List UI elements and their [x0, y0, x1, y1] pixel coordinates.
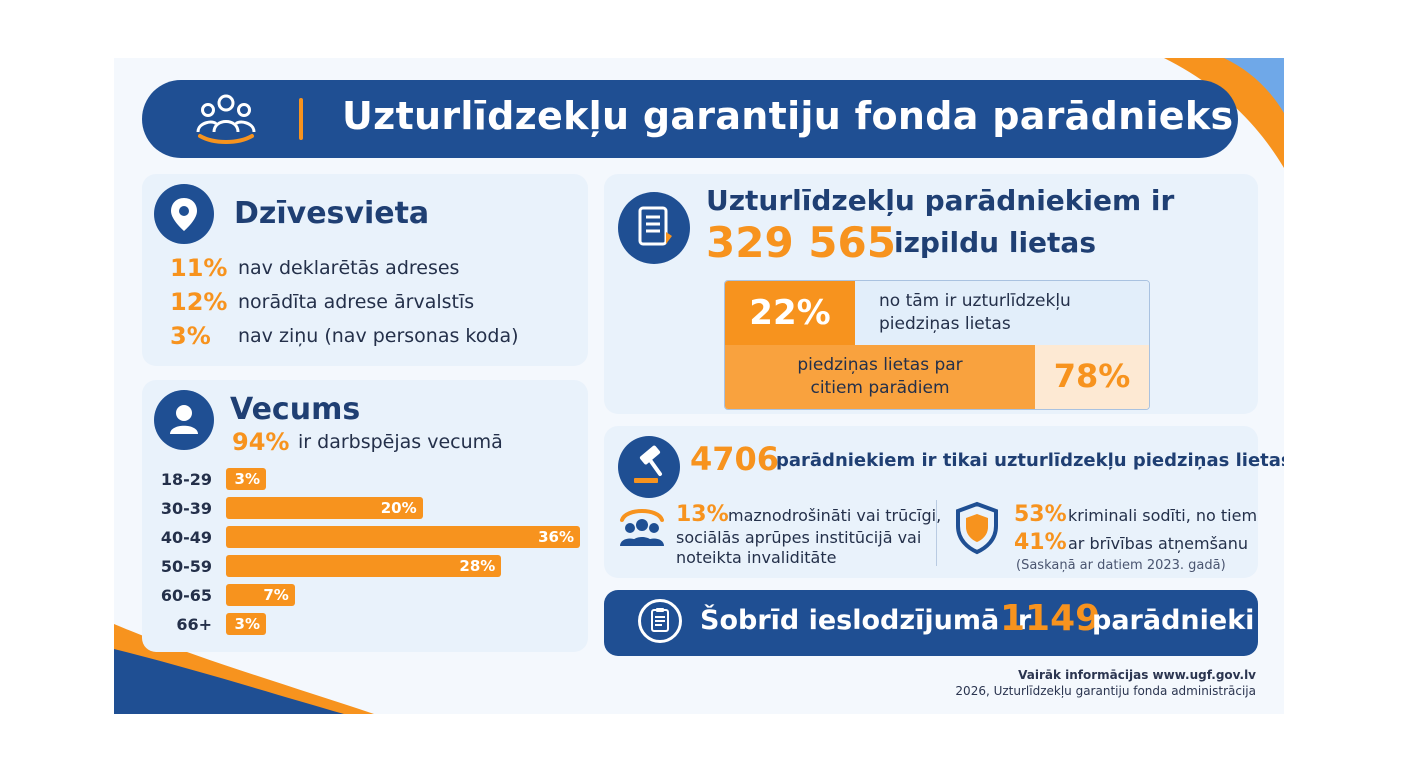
- maintenance-share-cell: [725, 281, 855, 345]
- residence-text-3: nav ziņu (nav personas koda): [238, 325, 519, 347]
- document-icon: [618, 192, 690, 264]
- age-bar: 36%: [226, 526, 580, 548]
- infographic: Uzturlīdzekļu garantiju fonda parādnieks…: [114, 58, 1284, 714]
- only-maintenance-number: 4706: [690, 440, 780, 478]
- residence-text-2: norādīta adrese ārvalstīs: [238, 291, 475, 313]
- other-debts-pct: 78%: [1053, 357, 1131, 395]
- age-working-text: ir darbspējas vecumā: [298, 431, 503, 453]
- footer-credit: 2026, Uzturlīdzekļu garantiju fonda admi…: [955, 684, 1256, 698]
- age-bar: 3%: [226, 468, 266, 490]
- decor-bottom-left: [114, 624, 374, 714]
- shield-icon: [956, 501, 998, 555]
- header-separator: [299, 98, 303, 140]
- prison-number: 1149: [1000, 598, 1101, 639]
- gavel-icon: [618, 436, 680, 498]
- age-bar-value: 3%: [234, 615, 260, 633]
- residence-text-1: nav deklarētās adreses: [238, 257, 460, 279]
- page-title: Uzturlīdzekļu garantiju fonda parādnieks: [342, 94, 1234, 138]
- residence-card: Dzīvesvieta 11% nav deklarētās adreses 1…: [142, 174, 588, 366]
- maintenance-share-text-2: piedziņas lietas: [879, 314, 1011, 334]
- age-bar: 3%: [226, 613, 266, 635]
- age-tick-label: 30-39: [160, 499, 212, 518]
- age-bar-value: 28%: [459, 557, 496, 575]
- age-bar: 20%: [226, 497, 423, 519]
- crim-text: kriminali sodīti, no tiem: [1068, 506, 1258, 525]
- other-debts-text-1: piedziņas lietas par: [797, 355, 963, 375]
- social-pct: 13%: [676, 502, 729, 527]
- prison-text-after: parādnieki: [1092, 605, 1255, 636]
- cases-number: 329 565: [706, 218, 896, 267]
- prison-text: ar brīvības atņemšanu: [1068, 534, 1249, 553]
- maintenance-share-pct: 22%: [749, 293, 831, 333]
- social-text-3: noteikta invaliditāte: [676, 548, 837, 567]
- age-bar-chart: 18-29 3% 30-39 20% 40-49 36% 50-59 28% 60-65 7% 66…: [142, 468, 588, 652]
- header-banner: Uzturlīdzekļu garantiju fonda parādnieks: [142, 80, 1238, 158]
- other-debts-pct-cell: [1035, 345, 1149, 409]
- maintenance-share-text-1: no tām ir uzturlīdzekļu: [879, 291, 1071, 311]
- age-bar: 28%: [226, 555, 502, 577]
- age-tick-label: 50-59: [160, 557, 212, 576]
- card-divider: [936, 500, 937, 566]
- age-bar-value: 7%: [263, 586, 289, 604]
- age-title: Vecums: [230, 392, 361, 427]
- prison-text-before: Šobrīd ieslodzījumā ir: [700, 605, 1032, 636]
- age-bar: 7%: [226, 584, 295, 606]
- maintenance-share-text-cell: [855, 281, 1149, 345]
- cases-line-2: izpildu lietas: [894, 226, 1096, 259]
- age-tick-label: 60-65: [160, 586, 212, 605]
- age-bar-value: 20%: [380, 499, 417, 517]
- age-tick-label: 66+: [176, 615, 212, 634]
- age-tick-label: 18-29: [160, 470, 212, 489]
- age-working-pct: 94%: [232, 428, 290, 456]
- cases-line-1: Uzturlīdzekļu parādniekiem ir: [706, 184, 1175, 217]
- location-pin-icon: [154, 184, 214, 244]
- social-text-1: maznodrošināti vai trūcīgi,: [728, 506, 942, 525]
- other-debts-text-2: citiem parādiem: [810, 378, 950, 398]
- other-debts-cell: [725, 345, 1035, 409]
- age-bar-value: 3%: [234, 470, 260, 488]
- residence-title: Dzīvesvieta: [234, 196, 430, 231]
- prison-pct: 41%: [1014, 530, 1067, 555]
- social-text-2: sociālās aprūpes institūcijā vai: [676, 528, 922, 547]
- only-maintenance-card: 4706 parādniekiem ir tikai uzturlīdzekļu…: [604, 426, 1284, 578]
- person-icon: [154, 390, 214, 450]
- people-icon: [196, 94, 256, 144]
- age-card: Vecums 94% ir darbspējas vecumā 18-29 3% 3…: [142, 380, 588, 652]
- residence-pct-3: 3%: [170, 322, 211, 350]
- group-icon: [620, 509, 664, 546]
- clipboard-icon: [638, 599, 682, 643]
- residence-pct-1: 11%: [170, 254, 228, 282]
- crim-pct: 53%: [1014, 502, 1067, 527]
- cases-split-box: 22% no tām ir uzturlīdzekļu piedziņas li…: [724, 280, 1150, 410]
- only-maintenance-text: parādniekiem ir tikai uzturlīdzekļu pied…: [776, 450, 1284, 471]
- more-info-link[interactable]: Vairāk informācijas www.ugf.gov.lv: [1018, 668, 1256, 682]
- data-note: (Saskaņā ar datiem 2023. gadā): [1016, 558, 1226, 573]
- age-tick-label: 40-49: [160, 528, 212, 547]
- decor-top-right: [1164, 58, 1284, 168]
- age-bar-value: 36%: [538, 528, 574, 546]
- residence-pct-2: 12%: [170, 288, 228, 316]
- prison-banner: Šobrīd ieslodzījumā ir 1149 parādnieki: [604, 590, 1258, 656]
